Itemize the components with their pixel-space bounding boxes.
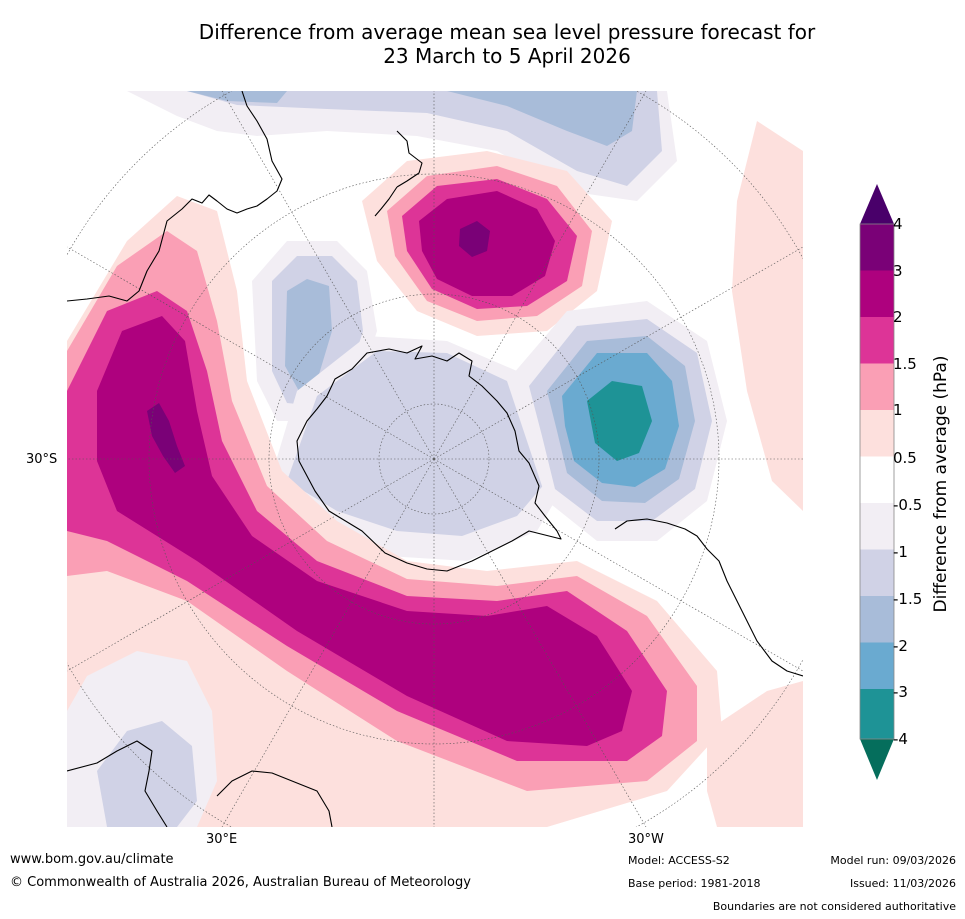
cb-tick-neg-3: -3: [893, 683, 908, 701]
cb-tick-neg-1: -1: [893, 543, 908, 561]
footer-model-run: Model run: 09/03/2026: [830, 854, 956, 867]
anomaly-belt-pos3: [147, 403, 185, 473]
cb-seg-15-2: [860, 317, 894, 364]
cb-tick-0-5: 0.5: [893, 449, 917, 467]
title-line-1: Difference from average mean sea level p…: [198, 20, 816, 44]
cb-tick-neg-0-5: -0.5: [893, 496, 923, 514]
cb-seg-1-15: [860, 363, 894, 410]
lon-label-30e: 30°E: [206, 832, 238, 847]
footer-base-period: Base period: 1981-2018: [628, 877, 761, 890]
graticule: [67, 91, 803, 827]
footer-disclaimer: Boundaries are not considered authoritat…: [712, 900, 956, 913]
lon-label-30w: 30°W: [628, 832, 664, 847]
anomaly-br-pos05: [707, 681, 803, 827]
cb-seg-3-4: [860, 224, 894, 271]
anomaly-mid-neg15: [285, 279, 332, 391]
nz-south-coast: [374, 186, 398, 217]
cb-seg-n1-n05: [860, 503, 894, 550]
australia-coast: [67, 91, 283, 302]
chart-title: Difference from average mean sea level p…: [0, 20, 965, 68]
footer-website[interactable]: www.bom.gov.au/climate: [10, 852, 174, 867]
lat-label-30s: 30°S: [26, 452, 58, 467]
colorbar-title: Difference from average (hPa): [931, 355, 951, 613]
cb-seg-n4-n3: [860, 689, 894, 739]
cb-seg-n05-05: [860, 456, 894, 503]
footer-copyright: © Commonwealth of Australia 2026, Austra…: [10, 875, 471, 890]
africa-coast: [67, 740, 168, 827]
cb-arrow-top: [860, 184, 894, 224]
cb-tick-neg-1-5: -1.5: [893, 590, 923, 608]
anomaly-top-neg15: [187, 91, 637, 146]
cb-tick-1-5: 1.5: [893, 355, 917, 373]
cb-seg-n2-n15: [860, 596, 894, 643]
cb-tick-3: 3: [893, 262, 903, 280]
cb-seg-2-3: [860, 270, 894, 317]
anomaly-atlantic-neg3: [587, 381, 652, 461]
nz-north-coast: [396, 130, 423, 188]
cb-seg-05-1: [860, 410, 894, 457]
title-line-2: 23 March to 5 April 2026: [383, 44, 631, 68]
madagascar-coast: [216, 770, 333, 827]
cb-tick-1: 1: [893, 401, 903, 419]
footer-issued: Issued: 11/03/2026: [849, 877, 956, 890]
anomaly-bl-neg1: [97, 721, 197, 827]
south-america-coast: [614, 518, 803, 677]
anomaly-right-pos05: [732, 121, 803, 511]
cb-tick-4: 4: [893, 215, 903, 233]
cb-arrow-bottom: [860, 739, 894, 780]
antarctica-coast: [296, 345, 562, 572]
anomaly-antarctica-neg1: [287, 351, 547, 536]
cb-tick-neg-2: -2: [893, 637, 908, 655]
cb-seg-n15-n1: [860, 549, 894, 596]
cb-tick-2: 2: [893, 308, 903, 326]
colorbar-graphic: [859, 184, 895, 780]
anomaly-nz-pos3: [459, 221, 490, 257]
cb-tick-neg-4: -4: [893, 730, 908, 748]
anomaly-belt-pos2: [97, 316, 632, 746]
coastlines: [67, 91, 803, 827]
footer-model: Model: ACCESS-S2: [628, 854, 730, 867]
colorbar: [850, 180, 965, 790]
map-canvas: [67, 91, 803, 827]
cb-seg-n3-n2: [860, 642, 894, 689]
polar-map[interactable]: [67, 91, 803, 827]
